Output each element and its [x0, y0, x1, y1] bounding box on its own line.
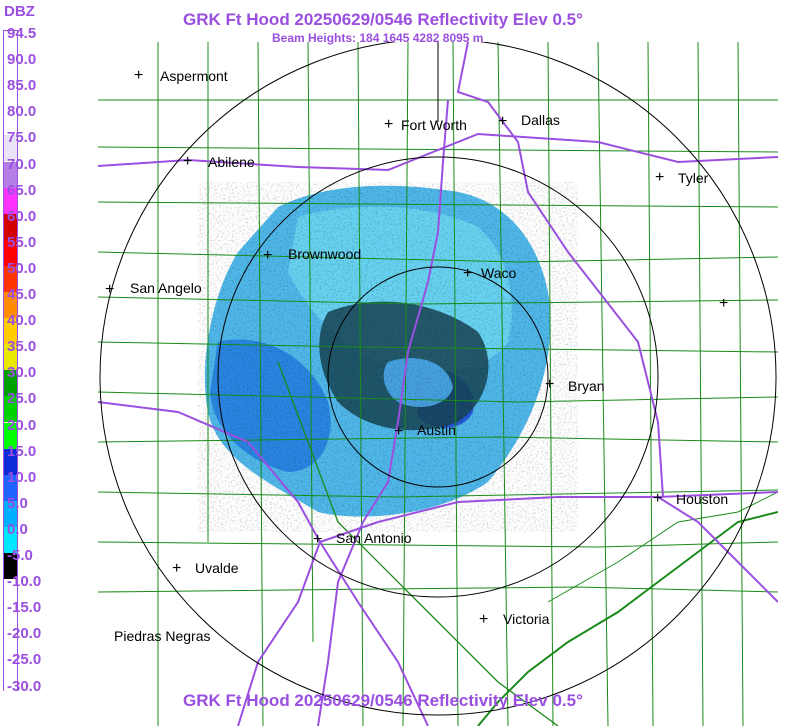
legend-label: 30.0	[7, 364, 37, 382]
city-label-waco: Waco	[481, 265, 517, 281]
city-label-austin: Austin	[417, 422, 456, 438]
legend-label: -5.0	[7, 547, 33, 564]
legend-label: 0.0	[7, 520, 28, 538]
city-plus-icon: +	[655, 169, 665, 186]
legend-label: 85.0	[7, 77, 37, 95]
city-label-abilene: Abilene	[208, 154, 255, 170]
legend-color-band	[4, 396, 17, 423]
city-plus-icon: +	[394, 423, 404, 440]
legend-title: DBZ	[4, 3, 35, 20]
legend-color-band	[4, 579, 17, 606]
legend-color-bar	[3, 30, 18, 710]
legend-color-band	[4, 422, 17, 449]
legend-label: 20.0	[7, 416, 37, 434]
legend-label: 70.0	[7, 155, 37, 173]
city-plus-icon: +	[479, 611, 489, 628]
legend-label: 25.0	[7, 390, 37, 408]
city-label-tyler: Tyler	[678, 170, 709, 186]
legend-label: 15.0	[7, 442, 37, 460]
city-plus-icon: +	[313, 531, 323, 548]
highways	[98, 42, 778, 726]
legend-label: -25.0	[7, 651, 42, 669]
legend-color-band	[4, 213, 17, 240]
page-title: GRK Ft Hood 20250629/0546 Reflectivity E…	[183, 10, 583, 29]
city-label-aspermont: Aspermont	[160, 68, 228, 84]
legend-color-band	[4, 265, 17, 292]
city-plus-icon: +	[653, 490, 663, 507]
legend-color-band	[4, 239, 17, 266]
legend-label: -30.0	[7, 677, 42, 695]
legend-label: -15.0	[7, 599, 42, 617]
legend-label: 94.5	[7, 25, 37, 42]
city-label-victoria: Victoria	[503, 611, 550, 627]
legend-label: 55.0	[7, 233, 37, 251]
city-plus-icon: +	[105, 281, 115, 298]
legend-label: -20.0	[7, 625, 42, 643]
coastline	[477, 511, 778, 726]
legend-color-band	[4, 292, 17, 319]
legend-color-band	[4, 448, 17, 475]
city-label-san-antonio: San Antonio	[336, 530, 412, 546]
city-label-san-angelo: San Angelo	[130, 280, 202, 296]
city-plus-icon: +	[172, 560, 182, 577]
legend-color-band	[4, 474, 17, 501]
city-label-bryan: Bryan	[568, 378, 605, 394]
city-label-fort-worth: Fort Worth	[401, 117, 467, 133]
legend-label: 60.0	[7, 207, 37, 225]
reflectivity-legend: DBZ 94.5 90.0 85.0 80.0 75.0 70.0 65.0 60.0 55.0…	[0, 0, 50, 726]
legend-label: -10.0	[7, 573, 42, 591]
footer-title: GRK Ft Hood 20250629/0546 Reflectivity E…	[183, 691, 583, 710]
legend-color-band	[4, 135, 17, 162]
legend-color-band	[4, 631, 17, 658]
legend-label: 40.0	[7, 312, 37, 330]
city-plus-icon: +	[545, 376, 555, 393]
legend-color-band	[4, 370, 17, 397]
legend-label: 75.0	[7, 129, 37, 147]
city-plus-icon: +	[498, 113, 508, 130]
legend-color-band	[4, 605, 17, 632]
city-label-uvalde: Uvalde	[195, 560, 239, 576]
city-label-dallas: Dallas	[521, 112, 560, 128]
legend-label: 90.0	[7, 51, 37, 69]
legend-color-band	[4, 31, 17, 58]
city-plus-icon: +	[134, 67, 144, 84]
beam-heights: Beam Heights: 184 1645 4282 8095 m	[272, 31, 484, 45]
legend-color-band	[4, 657, 17, 684]
legend-label: 10.0	[7, 468, 37, 486]
city-label-piedras-negras: Piedras Negras	[114, 628, 211, 644]
range-rings	[99, 42, 777, 716]
city-plus-icon: +	[384, 116, 394, 133]
city-plus-icon: +	[183, 153, 193, 170]
legend-label: 35.0	[7, 338, 37, 356]
legend-color-band	[4, 344, 17, 371]
legend-label: 5.0	[7, 494, 28, 512]
legend-color-band	[4, 161, 17, 188]
legend-label: 45.0	[7, 286, 37, 303]
legend-color-band	[4, 500, 17, 527]
legend-color-band	[4, 57, 17, 84]
legend-color-band	[4, 318, 17, 345]
legend-label: 80.0	[7, 103, 37, 121]
legend-color-band	[4, 109, 17, 136]
city-label-houston: Houston	[676, 491, 729, 507]
legend-color-band	[4, 683, 17, 710]
radar-map[interactable]	[98, 42, 778, 726]
city-plus-icon: +	[719, 295, 729, 312]
city-label-brownwood: Brownwood	[288, 246, 362, 262]
legend-color-band	[4, 83, 17, 110]
legend-color-band	[4, 526, 17, 553]
city-plus-icon: +	[263, 247, 273, 264]
legend-color-band	[4, 553, 17, 580]
legend-color-band	[4, 187, 17, 214]
legend-label: 50.0	[7, 259, 37, 277]
city-plus-icon: +	[463, 265, 473, 282]
legend-label: 65.0	[7, 181, 37, 199]
